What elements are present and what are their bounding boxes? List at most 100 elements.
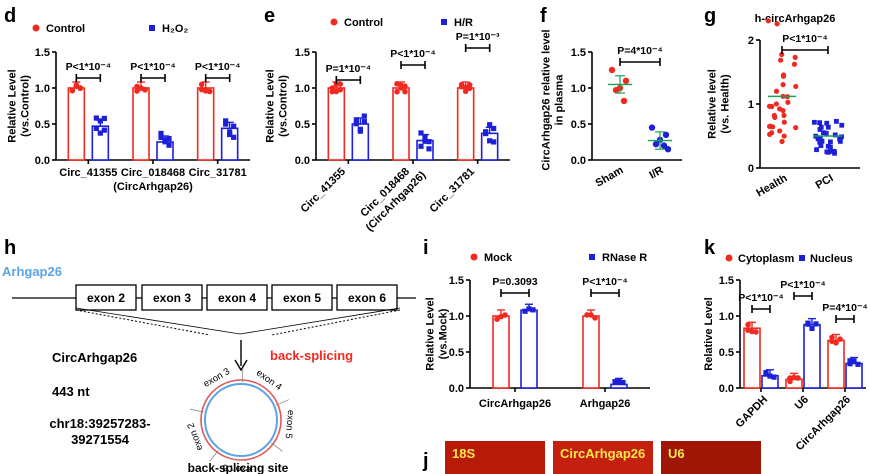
panel-letter-g: g xyxy=(704,5,716,27)
panel-d-p-value: P<1*10⁻⁴ xyxy=(130,61,175,73)
panel-f-y-label: CircArhgap26 relative level in plasma xyxy=(541,29,566,170)
panel-e-treated-point xyxy=(426,146,432,152)
panel-g-y-tick-label: 1 xyxy=(748,99,754,111)
panel-g-point xyxy=(781,119,787,125)
panel-k-y-tick-label: 1.5 xyxy=(719,275,734,287)
panel-f-point xyxy=(622,77,630,85)
panel-i-y-tick-label: 1.0 xyxy=(449,311,464,323)
panel-i-control-point xyxy=(592,315,598,321)
panel-g-point xyxy=(773,101,780,107)
chart-layer: 0.0 0.5 1.0 1.5 P<1*10⁻⁴ Circ_41355 P<1*10⁻⁴ Ci… xyxy=(7,17,868,453)
panel-g-point xyxy=(793,125,799,131)
panel-g-title: h-circArhgap26 xyxy=(755,13,836,25)
panel-d-treated-point xyxy=(166,142,172,148)
circ-length: 443 nt xyxy=(52,384,90,399)
exon-box xyxy=(271,284,333,311)
panel-k-control-point xyxy=(745,321,751,328)
exon-label: exon 6 xyxy=(348,291,386,305)
panel-i-y-label: Relative Level (vs.Mock) xyxy=(425,297,450,370)
panel-d-p-value: P<1*10⁻⁴ xyxy=(195,61,240,73)
panel-g-y-tick-label: 0 xyxy=(748,163,754,175)
panel-k-treated-point xyxy=(771,374,777,380)
panel-e-treated-point xyxy=(491,139,497,145)
panel-d-treated-point xyxy=(162,139,168,145)
panel-g-point xyxy=(825,143,831,149)
panel-d-treated-point xyxy=(231,134,237,140)
panel-g-point xyxy=(817,120,823,126)
panel-g-point xyxy=(792,54,798,60)
ring-exon-label: exon 5 xyxy=(283,410,296,439)
panel-k-treated-point xyxy=(805,321,811,327)
panel-k-treated-bar xyxy=(803,323,821,389)
panel-d-x-tick-label: Circ_31781 xyxy=(189,167,247,179)
panel-d-treated-point xyxy=(97,118,103,124)
panel-i-y-tick-label: 0.0 xyxy=(449,383,464,395)
panel-k-treated-point xyxy=(847,361,853,367)
panel-e-treated-point xyxy=(418,143,424,149)
panel-e-treated-point xyxy=(491,125,497,132)
blot-label-u6: U6 xyxy=(668,446,685,461)
panel-d-y-label: Relative Level (vs.Control) xyxy=(7,69,32,142)
panel-e-treated-point xyxy=(361,118,367,125)
panel-f-point xyxy=(662,131,670,138)
panel-d-control-bar xyxy=(67,87,86,161)
panel-d-y-label-line: (vs.Control) xyxy=(20,75,32,137)
exon-box xyxy=(141,284,203,311)
panel-k-x-tick-label-text: U6 xyxy=(793,394,811,412)
panel-g-y-label: Relative level (vs. Health) xyxy=(707,69,732,139)
panel-e-control-point xyxy=(466,85,473,92)
panel-g-point xyxy=(817,139,823,145)
panel-e-treated-point xyxy=(353,117,359,123)
panel-e-control-point xyxy=(394,80,400,87)
panel-k-treated-point xyxy=(767,373,773,379)
panel-g-point xyxy=(771,112,777,119)
panel-d-y-tick-label: 1.0 xyxy=(35,83,50,95)
panel-j-images: 18S CircArhgap26 U6 xyxy=(445,441,761,474)
blot-image-circarhgap26 xyxy=(553,441,653,474)
panel-e-treated-bar xyxy=(480,132,499,161)
panel-g-x-tick-label: Health xyxy=(754,172,789,199)
panel-f-x-tick-label-text: Sham xyxy=(594,164,626,189)
panel-f-point xyxy=(620,97,628,105)
down-arrow-icon xyxy=(234,359,248,372)
panel-d-treated-point xyxy=(158,130,164,137)
panel-d-control-point xyxy=(198,81,205,88)
blot-label-circarhgap26: CircArhgap26 xyxy=(560,446,645,461)
panel-i-y-tick-label: 0.5 xyxy=(449,347,464,359)
panel-d-control-point xyxy=(69,87,76,94)
panel-d-control-bar xyxy=(132,87,150,161)
panel-i-control-point xyxy=(502,312,508,318)
panel-i-legend-marker-1 xyxy=(470,253,478,261)
panel-g-x-tick-label-text: Health xyxy=(754,172,789,199)
panel-e-treated-point xyxy=(487,122,493,128)
panel-d-x-tick-label: Circ_018468 xyxy=(121,167,185,179)
panel-g-point xyxy=(837,136,843,142)
panel-e-control-point xyxy=(394,88,400,95)
panel-k-p-value: P=4*10⁻⁴ xyxy=(822,302,867,314)
panel-g-point xyxy=(833,118,839,124)
panel-d-legend-marker-2 xyxy=(149,25,155,31)
panel-d-control-point xyxy=(73,82,80,89)
panel-e-control-point xyxy=(337,81,344,87)
panel-i-y-label-line: (vs.Mock) xyxy=(438,308,450,359)
panel-g-point xyxy=(777,128,783,134)
panel-g-point xyxy=(825,124,831,130)
panel-k-y-tick-label: 1.0 xyxy=(719,311,734,323)
panel-f-y-tick-label: 1.0 xyxy=(571,83,586,95)
panel-d-legend-label-2: H₂O₂ xyxy=(162,23,188,35)
panel-i-treated-point xyxy=(620,379,626,386)
panel-e-x-tick-label: Circ_31781 xyxy=(428,166,478,216)
panel-e-control-point xyxy=(402,83,408,89)
panel-e-treated-point xyxy=(422,138,428,144)
panel-g-point xyxy=(773,88,780,94)
exon-row: exon 2 exon 3 exon 4 exon 5 exon 6 xyxy=(75,284,398,311)
panel-i-control-point xyxy=(588,312,594,318)
panel-k-control-point xyxy=(787,378,793,385)
exon-label: exon 4 xyxy=(218,291,256,305)
panel-g-point xyxy=(781,133,787,139)
ring-inner xyxy=(204,383,278,457)
panel-i-x-tick-label: CircArhgap26 xyxy=(479,398,551,410)
panel-letter-e: e xyxy=(264,5,275,27)
panel-i-treated-point xyxy=(522,308,528,314)
panel-letter-d: d xyxy=(4,5,16,27)
